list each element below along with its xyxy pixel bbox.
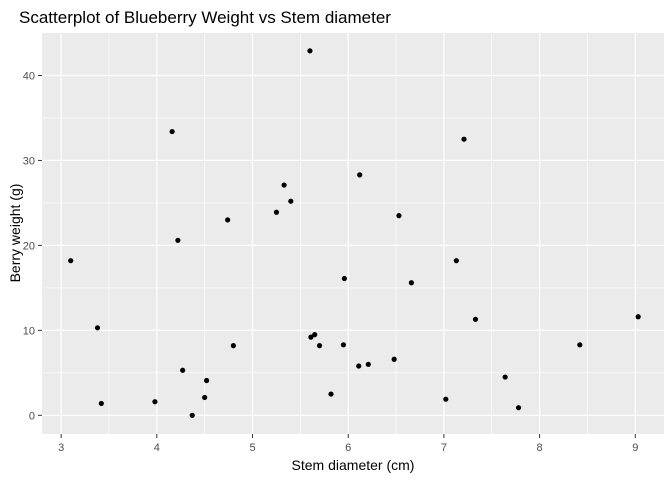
data-point (341, 275, 347, 282)
data-points (68, 48, 641, 418)
data-point (230, 343, 236, 349)
y-tick-label: 0 (29, 410, 35, 422)
grid-minor (42, 33, 664, 434)
x-axis: 3 4 5 6 7 8 9 (58, 434, 638, 454)
data-point (340, 342, 347, 348)
data-point (635, 314, 641, 320)
y-axis-title: Berry weight (g) (7, 184, 23, 283)
data-point (225, 217, 231, 223)
y-tick-label: 40 (23, 70, 35, 82)
data-point (307, 48, 313, 54)
grid-major (42, 33, 664, 434)
y-tick-label: 30 (23, 155, 35, 167)
data-point (391, 356, 397, 362)
x-tick-label: 3 (58, 442, 64, 454)
data-point (152, 399, 158, 405)
data-point (180, 367, 186, 373)
data-point (273, 209, 280, 215)
x-tick-label: 6 (345, 442, 351, 454)
data-point (328, 391, 334, 397)
data-point (356, 363, 362, 369)
data-point (502, 374, 508, 380)
x-axis-title: Stem diameter (cm) (292, 457, 415, 473)
data-point (461, 136, 467, 142)
chart-title: Scatterplot of Blueberry Weight vs Stem … (19, 8, 391, 27)
data-point (68, 258, 74, 264)
y-tick-label: 10 (23, 325, 35, 337)
data-point (203, 377, 210, 384)
data-point (312, 331, 318, 338)
data-point (98, 400, 104, 407)
data-point (281, 182, 287, 188)
x-tick-label: 9 (632, 442, 638, 454)
data-point (189, 412, 195, 418)
y-axis: 0 10 20 30 40 (23, 70, 42, 422)
data-point (357, 172, 363, 178)
data-point (408, 280, 414, 286)
plot-panel (42, 33, 664, 434)
data-point (94, 325, 101, 331)
data-point (515, 405, 522, 411)
x-tick-label: 5 (249, 442, 255, 454)
data-point (577, 342, 583, 348)
data-point (169, 128, 175, 135)
data-point (202, 394, 208, 401)
x-tick-label: 4 (154, 442, 160, 454)
data-point (365, 361, 371, 367)
data-point (175, 237, 181, 243)
data-point (316, 343, 323, 349)
x-tick-label: 7 (441, 442, 447, 454)
data-point (453, 258, 459, 264)
data-point (443, 396, 449, 402)
x-tick-label: 8 (537, 442, 543, 454)
data-point (396, 213, 402, 219)
data-point (308, 334, 314, 340)
y-tick-label: 20 (23, 240, 35, 252)
data-point (472, 316, 479, 322)
data-point (288, 198, 294, 204)
